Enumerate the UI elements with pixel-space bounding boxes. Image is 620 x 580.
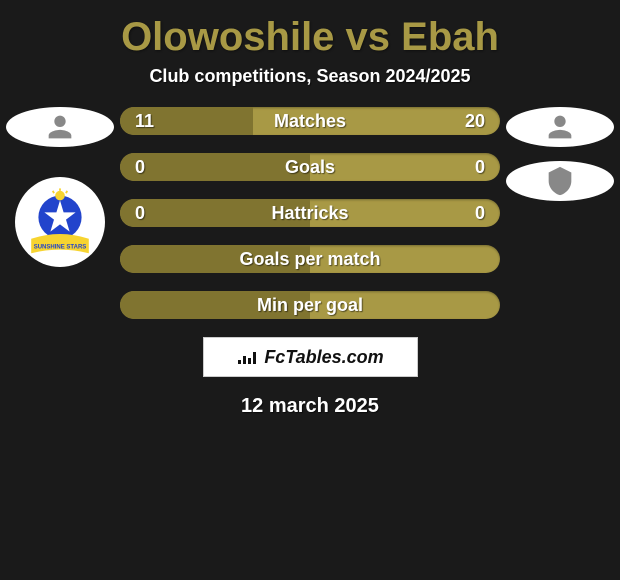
comparison-row: SUNSHINE STARS 11 Matches 20 0 Goals 0 0… — [0, 107, 620, 319]
stat-min-per-goal: Min per goal — [120, 291, 500, 319]
stat-goals-per-match: Goals per match — [120, 245, 500, 273]
person-icon — [43, 110, 77, 144]
stat-value-right: 0 — [475, 203, 485, 224]
stat-value-left: 11 — [135, 111, 154, 132]
stat-matches: 11 Matches 20 — [120, 107, 500, 135]
player-right-column — [500, 107, 620, 211]
player-right-avatar — [506, 107, 614, 147]
stat-label: Goals per match — [239, 249, 380, 270]
stat-goals: 0 Goals 0 — [120, 153, 500, 181]
stat-goals-fill — [120, 153, 310, 181]
club-badge-right-placeholder — [506, 161, 614, 201]
stat-label: Hattricks — [271, 203, 348, 224]
svg-text:SUNSHINE STARS: SUNSHINE STARS — [34, 244, 87, 250]
stat-label: Goals — [285, 157, 335, 178]
stat-value-left: 0 — [135, 203, 145, 224]
stats-column: 11 Matches 20 0 Goals 0 0 Hattricks 0 Go… — [120, 107, 500, 319]
stat-value-left: 0 — [135, 157, 145, 178]
stat-value-right: 0 — [475, 157, 485, 178]
subtitle: Club competitions, Season 2024/2025 — [0, 66, 620, 107]
stat-hattricks: 0 Hattricks 0 — [120, 199, 500, 227]
shield-icon — [543, 164, 577, 198]
person-icon — [543, 110, 577, 144]
fctables-label: FcTables.com — [264, 347, 383, 368]
player-left-avatar — [6, 107, 114, 147]
fctables-badge[interactable]: FcTables.com — [203, 337, 418, 377]
page-title: Olowoshile vs Ebah — [0, 0, 620, 66]
club-badge-left: SUNSHINE STARS — [15, 177, 105, 267]
date-label: 12 march 2025 — [0, 395, 620, 418]
stat-label: Min per goal — [257, 295, 363, 316]
chart-icon — [236, 348, 258, 366]
player-left-column: SUNSHINE STARS — [0, 107, 120, 267]
stat-value-right: 20 — [465, 111, 485, 132]
stat-label: Matches — [274, 111, 346, 132]
